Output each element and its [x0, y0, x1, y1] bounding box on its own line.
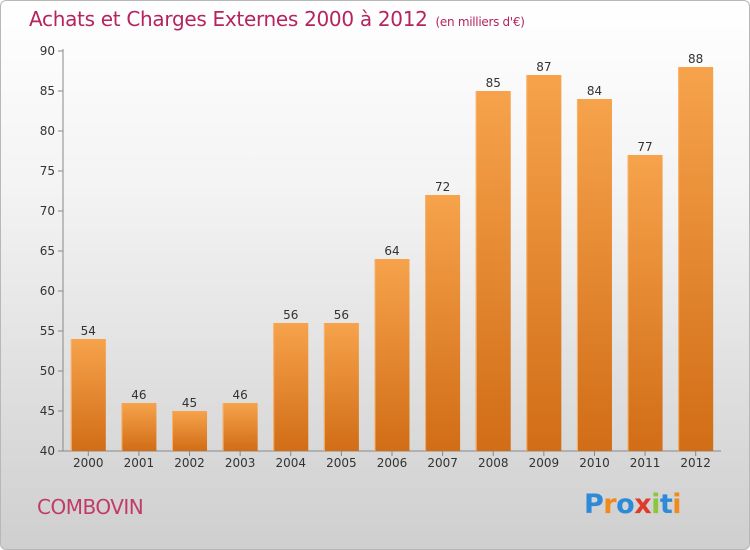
- data-label: 77: [637, 140, 652, 154]
- bar: [425, 195, 461, 451]
- logo-letter: i: [651, 489, 660, 520]
- x-tick-label: 2007: [427, 456, 458, 470]
- data-label: 85: [486, 76, 501, 90]
- bar: [576, 99, 612, 451]
- y-tick-label: 65: [40, 244, 55, 258]
- logo-letter: r: [603, 489, 617, 520]
- chart-subtitle: (en milliers d'€): [435, 15, 525, 29]
- bar: [323, 323, 359, 451]
- data-label: 72: [435, 180, 450, 194]
- logo-letter: i: [672, 489, 682, 520]
- data-label: 64: [384, 244, 399, 258]
- x-tick-label: 2011: [630, 456, 661, 470]
- bar: [222, 403, 258, 451]
- y-tick-label: 80: [40, 124, 55, 138]
- bar: [374, 259, 410, 451]
- x-tick-label: 2005: [326, 456, 357, 470]
- x-tick-label: 2004: [275, 456, 306, 470]
- y-tick-label: 85: [40, 84, 55, 98]
- data-label: 56: [283, 308, 298, 322]
- bar: [526, 75, 562, 451]
- data-label: 46: [233, 388, 248, 402]
- logo-letter: t: [659, 489, 673, 520]
- x-tick-label: 2009: [529, 456, 560, 470]
- x-tick-label: 2010: [579, 456, 610, 470]
- bar: [627, 155, 663, 451]
- data-label: 84: [587, 84, 602, 98]
- x-tick-label: 2003: [225, 456, 256, 470]
- logo-letter: x: [634, 489, 652, 520]
- commune-name: COMBOVIN: [37, 495, 144, 519]
- data-label: 46: [131, 388, 146, 402]
- logo-letter: o: [616, 489, 635, 520]
- chart-title-text: Achats et Charges Externes 2000 à 2012: [29, 7, 428, 31]
- y-tick-label: 75: [40, 164, 55, 178]
- data-label: 45: [182, 396, 197, 410]
- x-tick-label: 2002: [174, 456, 205, 470]
- y-tick-label: 45: [40, 404, 55, 418]
- data-label: 56: [334, 308, 349, 322]
- x-tick-label: 2012: [680, 456, 711, 470]
- bar: [70, 339, 106, 451]
- proxiti-logo: Proxiti: [584, 489, 682, 520]
- y-tick-label: 90: [40, 44, 55, 58]
- y-tick-label: 55: [40, 324, 55, 338]
- bar: [273, 323, 309, 451]
- x-tick-label: 2001: [124, 456, 155, 470]
- bar: [172, 411, 208, 451]
- y-tick-label: 70: [40, 204, 55, 218]
- data-label: 54: [81, 324, 96, 338]
- bar: [475, 91, 511, 451]
- bar: [678, 67, 714, 451]
- data-label: 88: [688, 52, 703, 66]
- data-label: 87: [536, 60, 551, 74]
- bar: [121, 403, 157, 451]
- y-tick-label: 40: [40, 444, 55, 458]
- x-tick-label: 2008: [478, 456, 509, 470]
- y-tick-label: 50: [40, 364, 55, 378]
- logo-letter: P: [584, 489, 604, 520]
- chart-title: Achats et Charges Externes 2000 à 2012 (e…: [29, 7, 525, 31]
- y-tick-label: 60: [40, 284, 55, 298]
- x-tick-label: 2000: [73, 456, 104, 470]
- x-tick-label: 2006: [377, 456, 408, 470]
